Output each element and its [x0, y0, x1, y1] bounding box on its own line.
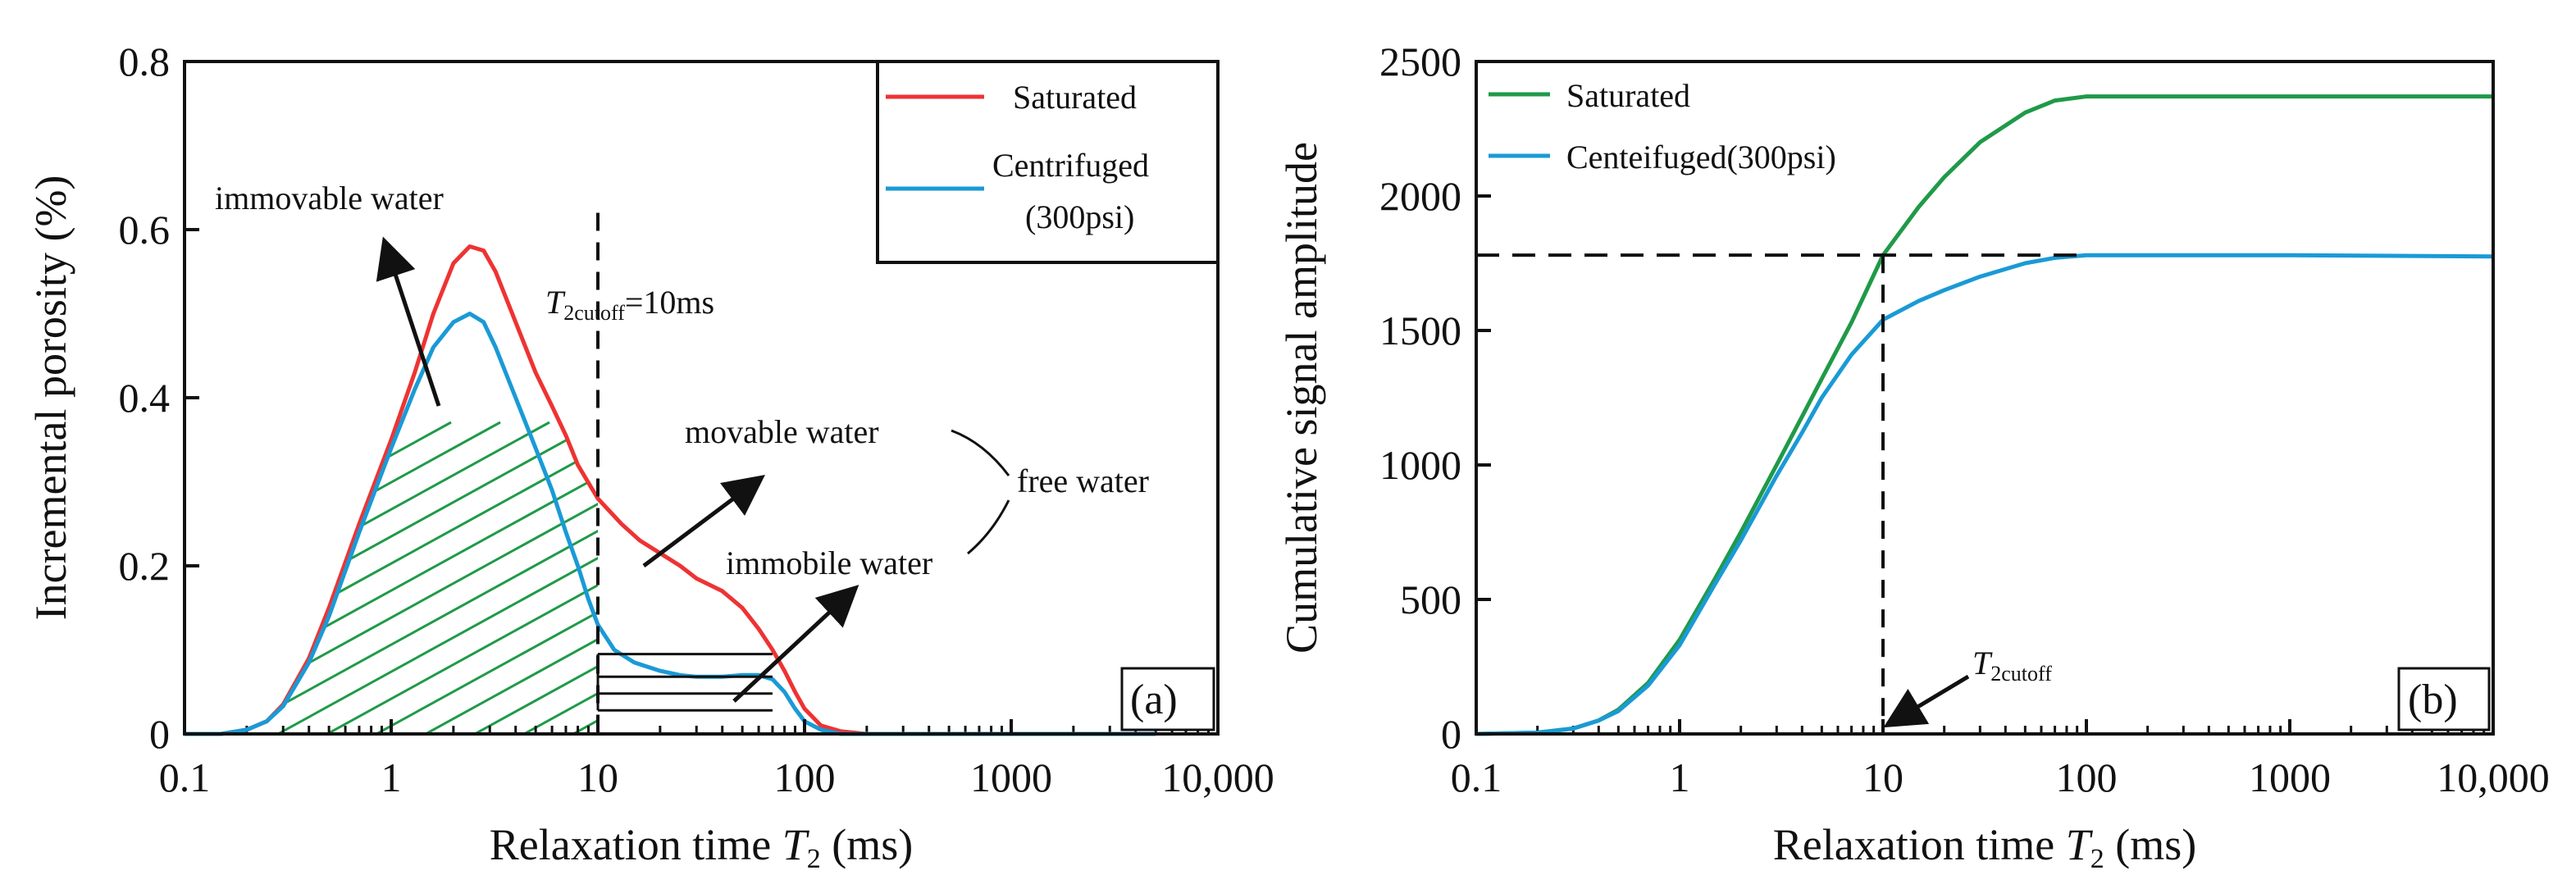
panel-label-box-a — [1120, 667, 1215, 731]
hatch-line — [185, 421, 598, 734]
y-tick-label: 0.2 — [119, 543, 171, 589]
immobile-water-hatch — [596, 653, 773, 712]
x-axis-ticks-b: 0.1 1 10 100 1000 10,000 — [1451, 719, 2550, 800]
y-tick-label: 1500 — [1379, 308, 1461, 353]
bracket-free-water — [951, 429, 1010, 555]
x-tick-label: 1 — [381, 754, 402, 800]
legend-label-centeifuged-b: Centeifuged(300psi) — [1566, 139, 1836, 175]
y-axis-ticks-b: 0 500 1000 1500 2000 2500 — [1379, 39, 1491, 757]
annotation-immovable-water: immovable water — [215, 180, 444, 216]
series-line-saturated-a — [185, 244, 1156, 736]
y-tick-label: 0.6 — [119, 207, 171, 253]
arrow-immobile-water — [732, 585, 859, 703]
arrow-movable-water — [642, 475, 765, 567]
legend-label-saturated-b: Saturated — [1566, 77, 1690, 114]
y-axis-title-a: Incremental porosity (%) — [26, 175, 75, 621]
y-tick-label: 0.8 — [119, 39, 171, 84]
panel-label-a: (a) — [1130, 677, 1178, 723]
x-axis-title-b: Relaxation time T2 (ms) — [1773, 820, 2196, 874]
y-tick-label: 500 — [1400, 576, 1461, 622]
chart-panel-a: 0.1 1 10 100 1000 10,000 0 0.2 0.4 0.6 0.8 Satura… — [26, 39, 1274, 874]
x-tick-label: 10,000 — [2437, 754, 2550, 800]
x-tick-label: 1000 — [2249, 754, 2331, 800]
x-axis-title-a: Relaxation time T2 (ms) — [490, 820, 913, 874]
hatch-line — [185, 421, 598, 734]
x-tick-label: 1 — [1670, 754, 1690, 800]
arrow-immovable-water — [376, 236, 441, 407]
y-tick-label: 0 — [1441, 711, 1461, 757]
chart-panel-b: 0.1 1 10 100 1000 10,000 0 500 1000 1500 2000 2500… — [1277, 39, 2550, 874]
y-tick-label: 2500 — [1379, 39, 1461, 84]
hatch-line — [185, 421, 598, 734]
y-axis-title-b: Cumulative signal amplitude — [1277, 142, 1326, 654]
hatch-line — [417, 421, 598, 734]
annotation-immobile-water: immobile water — [726, 545, 932, 581]
hatch-line — [221, 421, 598, 734]
legend-label-centrifuged-a-line2: (300psi) — [1025, 198, 1134, 235]
annotation-movable-water: movable water — [685, 413, 879, 450]
series-line-centrifuged-a — [185, 312, 1156, 736]
x-tick-label: 100 — [774, 754, 836, 800]
t2-cutoff-label-a: T2cutoff=10ms — [545, 284, 714, 325]
hatch-line — [185, 421, 550, 734]
x-tick-label: 10 — [1862, 754, 1904, 800]
x-tick-label: 10,000 — [1161, 754, 1274, 800]
arrow-t2-cutoff-b — [1883, 674, 1970, 728]
y-tick-label: 0.4 — [119, 375, 171, 421]
hatch-line — [319, 421, 598, 734]
y-tick-label: 1000 — [1379, 442, 1461, 488]
legend-label-saturated-a: Saturated — [1013, 79, 1137, 116]
hatch-line — [368, 421, 598, 734]
series-line-centeifuged-b — [1475, 253, 2494, 736]
hatch-line — [467, 421, 598, 734]
legend-label-centrifuged-a-line1: Centrifuged — [992, 147, 1149, 184]
hatch-line — [185, 421, 598, 734]
hatch-line — [270, 421, 598, 734]
series-line-saturated-b — [1475, 94, 2493, 736]
annotation-free-water: free water — [1017, 463, 1149, 499]
x-tick-label: 0.1 — [1451, 754, 1502, 800]
y-axis-ticks-a: 0 0.2 0.4 0.6 0.8 — [119, 39, 199, 757]
y-tick-label: 0 — [149, 711, 170, 757]
panel-label-b: (b) — [2408, 677, 2458, 723]
x-tick-label: 1000 — [970, 754, 1052, 800]
y-tick-label: 2000 — [1379, 173, 1461, 219]
x-axis-ticks-a: 0.1 1 10 100 1000 10,000 — [159, 719, 1274, 800]
legend-a: Saturated Centrifuged (300psi) — [876, 60, 1220, 264]
t2-cutoff-label-b: T2cutoff — [1972, 645, 2052, 686]
x-tick-label: 10 — [577, 754, 618, 800]
x-tick-label: 0.1 — [159, 754, 211, 800]
panel-label-box-b — [2397, 667, 2491, 731]
legend-b: Saturated Centeifuged(300psi) — [1489, 77, 1836, 175]
x-tick-label: 100 — [2056, 754, 2118, 800]
plot-frame-b — [1475, 60, 2495, 736]
